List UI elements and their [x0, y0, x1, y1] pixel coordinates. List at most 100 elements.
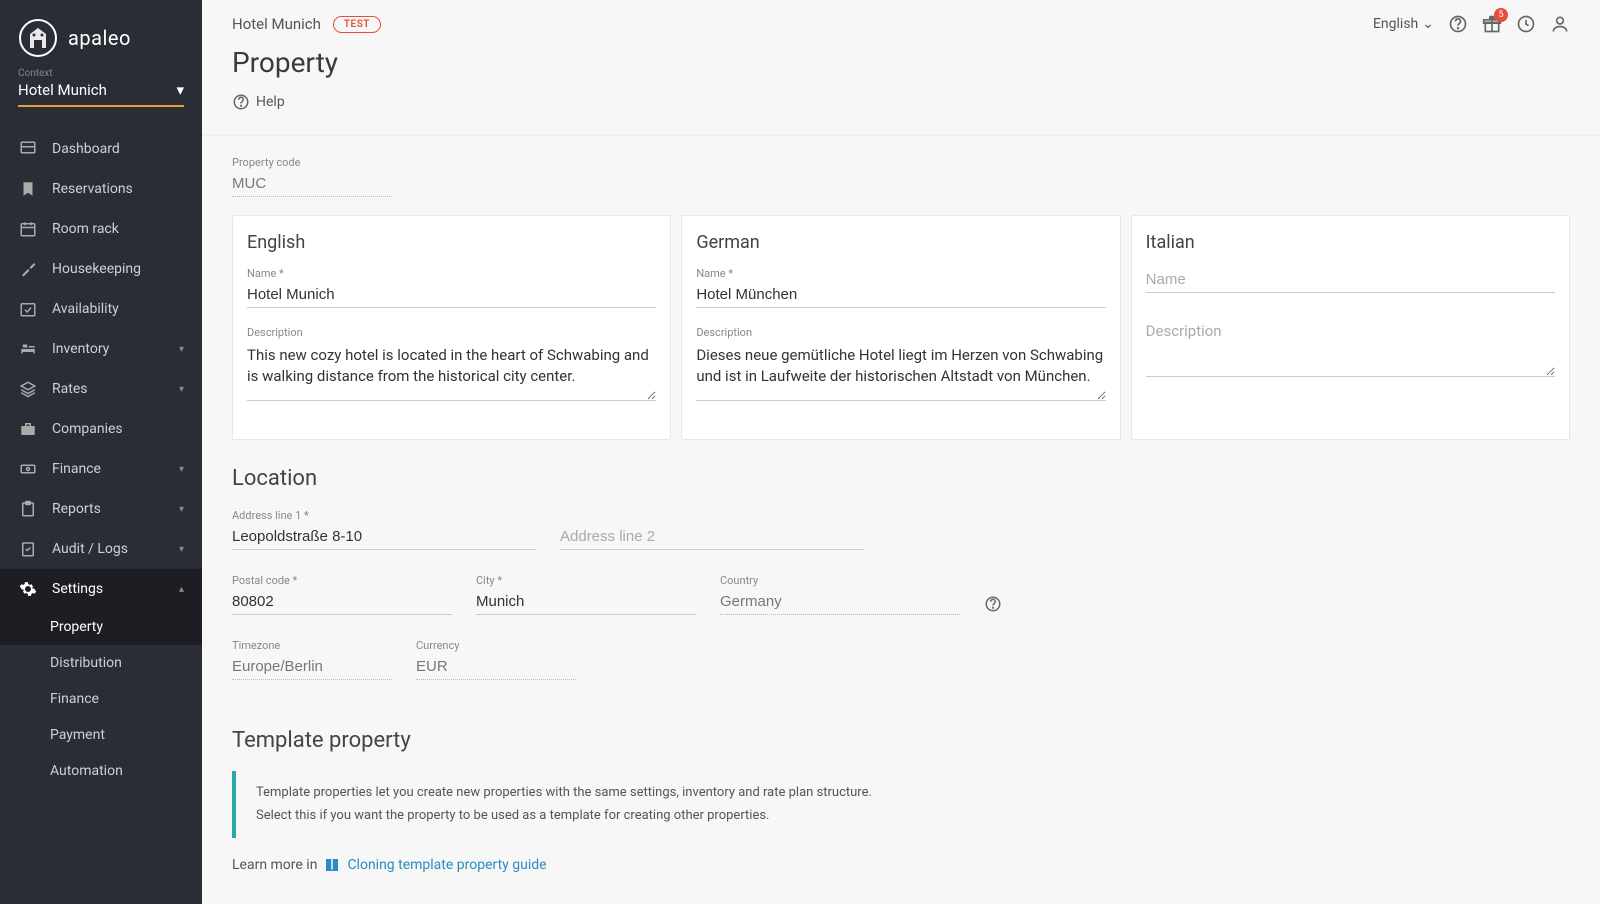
nav-label: Availability	[52, 301, 184, 317]
nav-roomrack[interactable]: Room rack	[0, 209, 202, 249]
nav-label: Dashboard	[52, 141, 184, 157]
clipboard-check-icon	[18, 539, 38, 559]
context-label: Context	[18, 68, 184, 79]
brand-name: apaleo	[68, 26, 131, 50]
subnav-automation[interactable]: Automation	[0, 753, 202, 789]
language-value: English	[1373, 16, 1418, 32]
template-info-1: Template properties let you create new p…	[256, 781, 1550, 804]
chevron-down-icon: ▾	[179, 464, 184, 475]
nav-reports[interactable]: Reports ▾	[0, 489, 202, 529]
nav-label: Settings	[52, 581, 165, 597]
dashboard-icon	[18, 139, 38, 159]
context-selector-area: Context Hotel Munich ▾	[0, 68, 202, 121]
name-input-it[interactable]	[1146, 267, 1555, 293]
name-input-en[interactable]	[247, 282, 656, 308]
nav-rates[interactable]: Rates ▾	[0, 369, 202, 409]
help-circle-icon	[232, 93, 250, 111]
template-guide-link[interactable]: Cloning template property guide	[323, 856, 546, 874]
addr1-input[interactable]	[232, 524, 536, 550]
nav-label: Rates	[52, 381, 165, 397]
language-selector[interactable]: English ⌄	[1373, 16, 1434, 32]
subnav-payment[interactable]: Payment	[0, 717, 202, 753]
lang-title: Italian	[1146, 232, 1555, 253]
city-input[interactable]	[476, 589, 696, 615]
book-icon	[323, 856, 341, 874]
topbar-left: Hotel Munich TEST	[232, 15, 381, 33]
property-code-label: Property code	[232, 156, 392, 169]
briefcase-icon	[18, 419, 38, 439]
chevron-down-icon: ▾	[176, 81, 184, 99]
topbar: Hotel Munich TEST English ⌄ 5	[202, 0, 1600, 34]
breadcrumb: Hotel Munich	[232, 15, 321, 33]
chevron-down-icon: ▾	[179, 504, 184, 515]
help-link[interactable]: Help	[232, 93, 285, 111]
template-title: Template property	[232, 728, 1570, 753]
nav-availability[interactable]: Availability	[0, 289, 202, 329]
bookmark-icon	[18, 179, 38, 199]
timezone-input	[232, 654, 392, 680]
main-nav: Dashboard Reservations Room rack Houseke…	[0, 121, 202, 609]
subnav-finance[interactable]: Finance	[0, 681, 202, 717]
broom-icon	[18, 259, 38, 279]
nav-label: Inventory	[52, 341, 165, 357]
chevron-down-icon: ▾	[179, 544, 184, 555]
name-label: Name *	[696, 267, 1105, 280]
template-info-block: Template properties let you create new p…	[232, 771, 1570, 838]
nav-reservations[interactable]: Reservations	[0, 169, 202, 209]
nav-label: Companies	[52, 421, 184, 437]
link-text: Cloning template property guide	[347, 857, 546, 873]
check-calendar-icon	[18, 299, 38, 319]
nav-audit[interactable]: Audit / Logs ▾	[0, 529, 202, 569]
lang-card-italian: Italian	[1131, 215, 1570, 440]
timezone-label: Timezone	[232, 639, 392, 652]
addr2-input[interactable]	[560, 524, 864, 550]
clock-icon[interactable]	[1516, 14, 1536, 34]
nav-label: Room rack	[52, 221, 184, 237]
nav-label: Reports	[52, 501, 165, 517]
country-help-icon[interactable]	[984, 595, 1002, 613]
context-selector[interactable]: Hotel Munich ▾	[18, 81, 184, 107]
page-header: Property Help	[202, 34, 1600, 135]
notification-badge: 5	[1494, 8, 1508, 22]
topbar-right: English ⌄ 5	[1373, 14, 1570, 34]
nav-finance[interactable]: Finance ▾	[0, 449, 202, 489]
nav-label: Audit / Logs	[52, 541, 165, 557]
postal-label: Postal code *	[232, 574, 452, 587]
test-badge: TEST	[333, 16, 381, 33]
name-input-de[interactable]	[696, 282, 1105, 308]
brand-logo-icon	[18, 18, 58, 58]
chevron-down-icon: ⌄	[1422, 16, 1434, 32]
gift-icon[interactable]: 5	[1482, 14, 1502, 34]
subnav-distribution[interactable]: Distribution	[0, 645, 202, 681]
desc-label: Description	[247, 326, 656, 339]
city-label: City *	[476, 574, 696, 587]
desc-input-de[interactable]: Dieses neue gemütliche Hotel liegt im He…	[696, 341, 1105, 401]
lang-card-english: English Name * Description This new cozy…	[232, 215, 671, 440]
desc-input-it[interactable]	[1146, 317, 1555, 377]
content: Property code English Name * Description…	[202, 135, 1600, 894]
property-code-input	[232, 171, 392, 197]
nav-dashboard[interactable]: Dashboard	[0, 129, 202, 169]
lang-title: German	[696, 232, 1105, 253]
logo-area: apaleo	[0, 0, 202, 68]
lang-card-german: German Name * Description Dieses neue ge…	[681, 215, 1120, 440]
postal-input[interactable]	[232, 589, 452, 615]
nav-companies[interactable]: Companies	[0, 409, 202, 449]
subnav-property[interactable]: Property	[0, 609, 202, 645]
help-text: Help	[256, 94, 285, 110]
settings-subnav: Property Distribution Finance Payment Au…	[0, 609, 202, 789]
nav-label: Housekeeping	[52, 261, 184, 277]
calendar-icon	[18, 219, 38, 239]
template-info-2: Select this if you want the property to …	[256, 804, 1550, 827]
help-icon[interactable]	[1448, 14, 1468, 34]
chevron-up-icon: ▴	[179, 584, 184, 595]
location-grid: Address line 1 *	[232, 509, 1192, 568]
gear-icon	[18, 579, 38, 599]
nav-housekeeping[interactable]: Housekeeping	[0, 249, 202, 289]
user-icon[interactable]	[1550, 14, 1570, 34]
nav-inventory[interactable]: Inventory ▾	[0, 329, 202, 369]
name-label: Name *	[247, 267, 656, 280]
main-content: Hotel Munich TEST English ⌄ 5 Property	[202, 0, 1600, 904]
nav-settings[interactable]: Settings ▴	[0, 569, 202, 609]
desc-input-en[interactable]: This new cozy hotel is located in the he…	[247, 341, 656, 401]
